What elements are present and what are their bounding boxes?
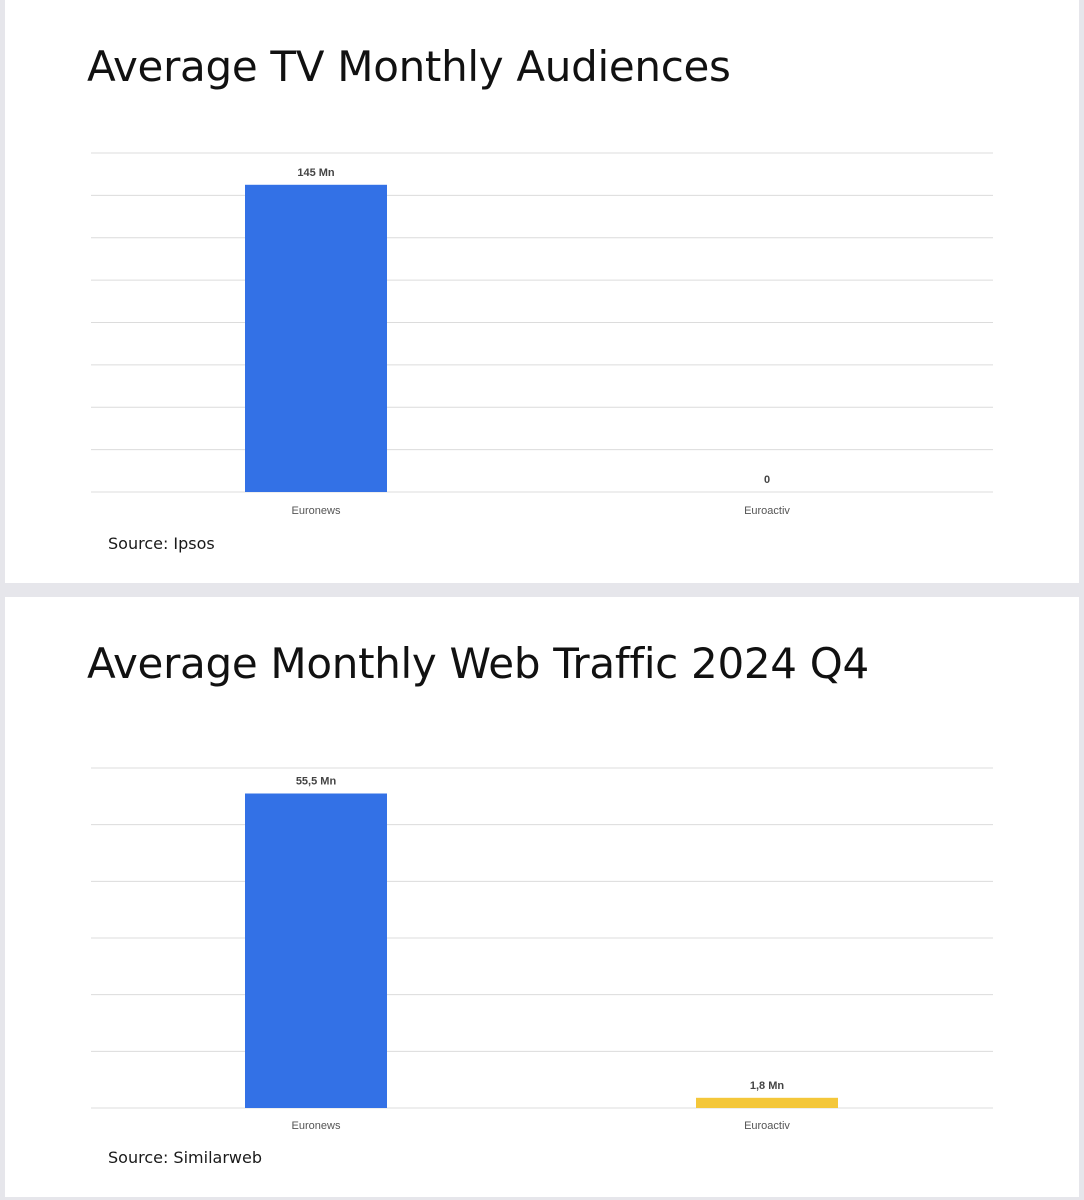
data-label-euronews: 145 Mn <box>297 167 335 179</box>
web-traffic-bar-chart: 55,5 Mn Euronews 1,8 Mn Euroactiv <box>91 767 993 1132</box>
chart-title: Average Monthly Web Traffic 2024 Q4 <box>87 639 869 688</box>
bar-euroactiv <box>696 1097 838 1108</box>
tick-label-euroactiv: Euroactiv <box>744 505 790 517</box>
chart-title: Average TV Monthly Audiences <box>87 42 731 91</box>
web-traffic-panel: Average Monthly Web Traffic 2024 Q4 55,5… <box>5 597 1079 1197</box>
data-label-euronews: 55,5 Mn <box>296 776 337 788</box>
bar-euronews <box>245 793 387 1108</box>
tick-label-euronews: Euronews <box>292 1120 341 1132</box>
tick-label-euronews: Euronews <box>292 505 341 517</box>
data-label-euroactiv: 0 <box>764 474 770 486</box>
chart-source: Source: Ipsos <box>108 534 215 553</box>
tv-audience-bar-chart: 145 Mn Euronews 0 Euroactiv <box>91 152 993 517</box>
bar-euronews <box>245 184 387 492</box>
chart-source: Source: Similarweb <box>108 1148 262 1167</box>
data-label-euroactiv: 1,8 Mn <box>750 1080 785 1092</box>
tv-audience-panel: Average TV Monthly Audiences 145 Mn Euron… <box>5 0 1079 583</box>
tick-label-euroactiv: Euroactiv <box>744 1120 790 1132</box>
